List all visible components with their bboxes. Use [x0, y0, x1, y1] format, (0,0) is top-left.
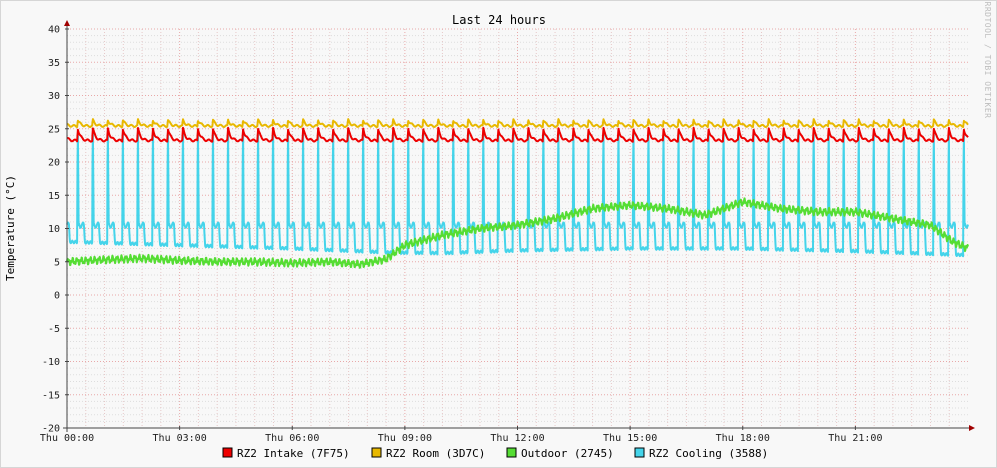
legend-label: Outdoor (2745): [521, 447, 614, 460]
axes-layer: [63, 20, 975, 432]
y-tick-label: 15: [48, 191, 60, 202]
series-layer: [66, 118, 969, 269]
y-tick-label: 35: [48, 58, 60, 69]
y-tick-label: 30: [48, 91, 60, 102]
legend-swatch: [371, 447, 382, 458]
x-tick-label: Thu 21:00: [828, 433, 882, 444]
y-tick-label: -5: [48, 324, 60, 335]
y-tick-label: 40: [48, 25, 60, 36]
x-tick-label: Thu 06:00: [265, 433, 319, 444]
x-tick-label: Thu 12:00: [490, 433, 544, 444]
x-tick-label: Thu 18:00: [716, 433, 770, 444]
y-tick-label: 10: [48, 224, 60, 235]
x-axis-arrow: [969, 425, 975, 431]
y-tick-label: 20: [48, 158, 60, 169]
y-tick-label: -10: [42, 357, 60, 368]
legend-swatch: [222, 447, 233, 458]
y-axis-label: Temperature (°C): [4, 175, 17, 281]
y-tick-label: 0: [54, 291, 60, 302]
legend-label: RZ2 Cooling (3588): [649, 447, 768, 460]
x-tick-label: Thu 09:00: [378, 433, 432, 444]
x-tick-label: Thu 15:00: [603, 433, 657, 444]
y-tick-label: -20: [42, 424, 60, 435]
grid-layer: [66, 28, 968, 429]
legend-label: RZ2 Intake (7F75): [237, 447, 350, 460]
legend-swatch: [634, 447, 645, 458]
legend-swatch: [506, 447, 517, 458]
y-axis-arrow: [64, 20, 70, 26]
chart-title: Last 24 hours: [452, 13, 546, 27]
legend-label: RZ2 Room (3D7C): [386, 447, 485, 460]
x-tick-label: Thu 03:00: [153, 433, 207, 444]
rrdtool-watermark: RRDTOOL / TOBI OETIKER: [983, 2, 992, 119]
series-line-rz2-intake-7f75: [66, 126, 969, 143]
tick-labels: -20 -15 -10 -5 0 5 10 15 20 25 30 35 40 Thu 00:00 Thu …: [40, 25, 883, 445]
y-tick-label: 5: [54, 257, 60, 268]
legend: RZ2 Intake (7F75) RZ2 Room (3D7C) Outdoor …: [222, 447, 768, 460]
x-tick-label: Thu 00:00: [40, 433, 94, 444]
series-line-outdoor-2745: [66, 197, 969, 269]
y-tick-label: -15: [42, 390, 60, 401]
series-line-rz2-room-3d7c: [66, 118, 969, 129]
y-tick-label: 25: [48, 124, 60, 135]
